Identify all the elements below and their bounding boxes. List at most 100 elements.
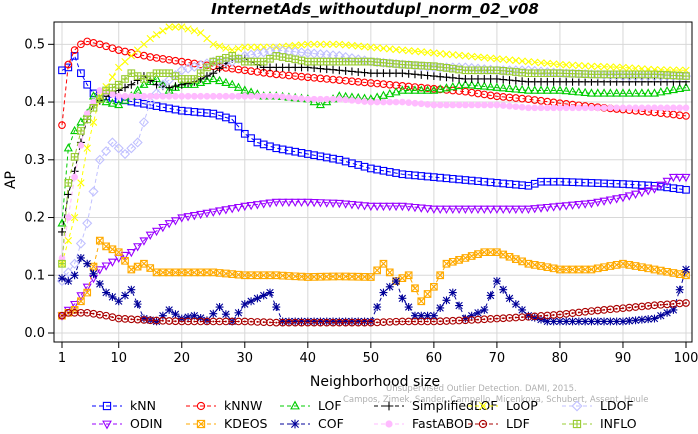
point-ldf-dot — [237, 320, 240, 323]
point-odin — [221, 206, 231, 215]
point-ldf-dot — [300, 321, 303, 324]
legend-item-loop: LoOP — [468, 398, 538, 413]
point-lof — [517, 84, 527, 94]
point-cof — [64, 277, 73, 285]
point-kdeos — [423, 290, 432, 298]
legend-label-simplifiedlof: SimplifiedLOF — [412, 398, 498, 413]
point-ldof — [101, 146, 112, 157]
point-cof — [530, 313, 539, 322]
point-ldf-dot — [155, 319, 158, 322]
point-loop — [108, 73, 117, 81]
point-inflo — [152, 69, 161, 78]
point-lof — [511, 84, 521, 93]
point-lof — [536, 85, 546, 94]
point-inflo — [89, 103, 98, 112]
x-tick-label: 30 — [237, 351, 254, 366]
point-lof — [120, 95, 130, 104]
point-odin — [567, 201, 578, 210]
point-loop — [417, 48, 425, 56]
point-fastabod — [77, 142, 85, 149]
point-odin — [196, 210, 206, 220]
point-inflo — [253, 57, 262, 66]
point-knn — [682, 185, 690, 194]
point-ldf-dot — [250, 320, 253, 323]
point-cof — [663, 308, 672, 317]
point-fastabod — [184, 92, 192, 100]
series-layer — [56, 23, 692, 327]
point-loop — [367, 43, 375, 51]
point-knnw — [77, 40, 85, 49]
point-lof — [448, 81, 458, 91]
point-simplifiedlof — [518, 77, 527, 86]
point-loop — [209, 40, 217, 49]
point-loop — [537, 59, 545, 67]
point-knnw — [108, 44, 117, 53]
point-loop — [524, 57, 533, 66]
point-kdeos — [140, 259, 148, 268]
point-fastabod — [499, 102, 507, 109]
point-cof — [297, 317, 306, 326]
point-fastabod — [449, 101, 457, 109]
point-fastabod — [405, 99, 413, 106]
point-ldf-dot — [565, 312, 568, 315]
point-kdeos — [442, 259, 451, 268]
point-inflo — [127, 69, 136, 78]
point-loop — [323, 40, 331, 49]
point-loop — [329, 40, 337, 49]
point-lof — [63, 143, 73, 152]
point-simplifiedlof — [404, 69, 413, 78]
legend-label-odin: ODIN — [130, 416, 163, 431]
point-simplifiedlof — [341, 66, 350, 75]
point-ldf-dot — [609, 308, 612, 311]
point-loop — [531, 58, 539, 66]
point-fastabod — [632, 104, 639, 112]
point-ldf-dot — [558, 313, 561, 316]
point-ldf-dot — [388, 320, 391, 323]
point-loop — [272, 43, 280, 51]
legend-marker-ldof — [571, 400, 583, 412]
point-odin — [170, 217, 181, 226]
point-fastabod — [399, 98, 406, 106]
point-knn — [266, 142, 274, 151]
point-ldf-dot — [98, 313, 101, 316]
point-fastabod — [676, 104, 684, 112]
point-kdeos — [417, 297, 426, 306]
point-loop — [178, 23, 186, 31]
point-odin — [404, 203, 414, 212]
point-cof — [549, 317, 558, 326]
point-odin — [668, 173, 678, 183]
point-ldof — [302, 47, 313, 59]
point-odin — [498, 205, 508, 214]
point-lof — [227, 79, 237, 88]
point-cof — [240, 300, 249, 309]
point-odin — [555, 202, 565, 212]
point-cof — [247, 297, 256, 306]
point-loop — [480, 53, 488, 62]
point-inflo — [64, 179, 73, 187]
point-odin — [76, 292, 86, 301]
point-odin — [385, 202, 395, 212]
point-simplifiedlof — [436, 72, 445, 81]
point-inflo — [247, 57, 255, 66]
point-ldf-dot — [105, 314, 108, 317]
legend-marker-knn — [102, 401, 112, 411]
point-cof — [492, 277, 501, 285]
point-ldf-dot — [458, 319, 461, 322]
point-loop — [600, 63, 608, 71]
point-odin — [523, 205, 533, 214]
point-lof — [429, 85, 439, 94]
point-inflo — [310, 57, 318, 66]
point-cof — [291, 317, 300, 326]
point-fastabod — [468, 101, 476, 109]
point-inflo — [83, 115, 92, 124]
point-lof — [492, 82, 502, 91]
point-loop — [442, 50, 451, 58]
point-odin — [624, 192, 634, 201]
point-ldf-dot — [395, 320, 398, 323]
point-cof — [133, 300, 142, 309]
series-cof — [58, 253, 690, 326]
point-kdeos — [385, 268, 394, 277]
point-kdeos — [146, 264, 155, 272]
point-cof — [587, 317, 596, 326]
point-odin — [57, 312, 67, 321]
